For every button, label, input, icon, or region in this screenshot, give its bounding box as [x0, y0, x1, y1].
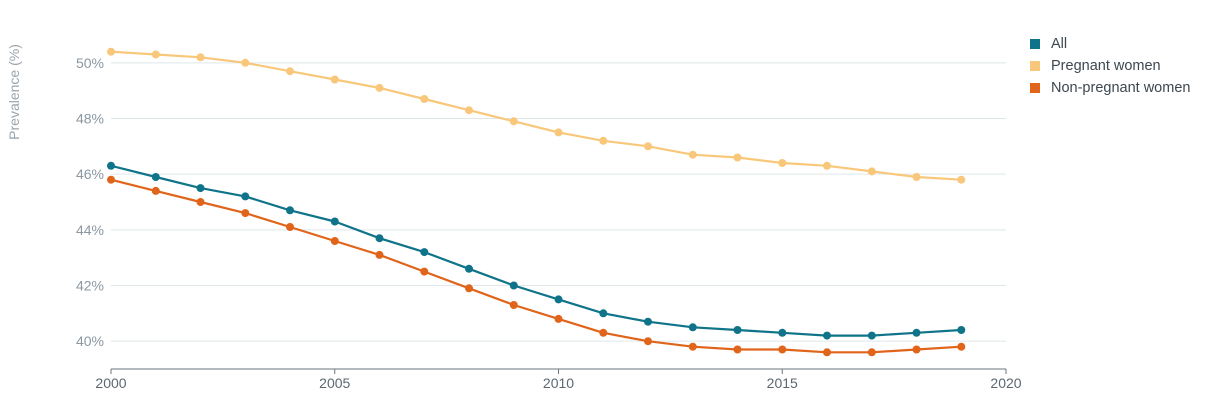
data-point[interactable]	[241, 58, 250, 67]
data-point[interactable]	[151, 173, 160, 181]
data-point[interactable]	[823, 161, 831, 170]
y-tick-label: 46%	[76, 166, 104, 182]
data-point[interactable]	[957, 326, 966, 334]
data-point[interactable]	[778, 328, 787, 337]
data-point[interactable]	[688, 342, 697, 351]
data-point[interactable]	[554, 128, 563, 137]
y-axis-label: Prevalence (%)	[6, 44, 22, 140]
data-point[interactable]	[286, 67, 294, 76]
data-point[interactable]	[733, 326, 742, 334]
data-point[interactable]	[823, 348, 831, 357]
data-point[interactable]	[599, 136, 608, 145]
legend: All Pregnant women Non-pregnant women	[1030, 33, 1190, 99]
data-point[interactable]	[286, 223, 294, 231]
data-point[interactable]	[241, 192, 250, 201]
legend-swatch	[1030, 83, 1040, 93]
data-point[interactable]	[420, 248, 429, 257]
series-points	[107, 47, 966, 357]
legend-label: All	[1051, 36, 1068, 52]
x-tick-label: 2015	[767, 375, 798, 391]
series-line-0	[110, 164, 962, 337]
y-tick-label: 42%	[76, 278, 104, 294]
data-point[interactable]	[957, 175, 966, 184]
y-tick-label: 50%	[76, 55, 104, 71]
data-point[interactable]	[107, 47, 115, 56]
data-point[interactable]	[330, 217, 339, 226]
data-point[interactable]	[375, 234, 384, 243]
data-point[interactable]	[733, 345, 742, 354]
data-point[interactable]	[688, 323, 697, 332]
y-tick-label: 44%	[76, 222, 104, 238]
data-point[interactable]	[912, 345, 921, 354]
data-point[interactable]	[867, 331, 876, 340]
data-point[interactable]	[330, 237, 339, 245]
data-point[interactable]	[778, 159, 787, 167]
data-point[interactable]	[375, 250, 384, 259]
x-tick-label: 2000	[95, 375, 126, 391]
legend-label: Non-pregnant women	[1051, 80, 1191, 96]
legend-item-1[interactable]: Pregnant women	[1030, 55, 1190, 77]
series-lines	[110, 50, 962, 354]
y-axis-ticks: 40% 42% 44% 46% 48% 50%	[76, 55, 104, 349]
legend-swatch	[1030, 61, 1040, 71]
data-point[interactable]	[867, 167, 876, 176]
data-point[interactable]	[107, 161, 115, 170]
data-point[interactable]	[599, 309, 608, 318]
data-point[interactable]	[151, 50, 160, 59]
data-point[interactable]	[823, 331, 831, 340]
data-point[interactable]	[554, 295, 563, 304]
legend-label: Pregnant women	[1051, 58, 1161, 74]
data-point[interactable]	[688, 150, 697, 159]
data-point[interactable]	[151, 186, 160, 195]
series-line-2	[110, 178, 962, 354]
data-point[interactable]	[375, 83, 384, 92]
data-point[interactable]	[912, 173, 921, 181]
x-tick-label: 2020	[990, 375, 1021, 391]
legend-swatch	[1030, 39, 1040, 49]
data-point[interactable]	[330, 75, 339, 84]
y-tick-label: 40%	[76, 333, 104, 349]
data-point[interactable]	[465, 264, 473, 273]
data-point[interactable]	[241, 209, 250, 218]
data-point[interactable]	[196, 198, 205, 206]
data-point[interactable]	[644, 142, 652, 151]
gridlines	[111, 62, 1006, 342]
y-tick-label: 48%	[76, 111, 104, 127]
data-point[interactable]	[867, 348, 876, 357]
data-point[interactable]	[509, 117, 518, 126]
data-point[interactable]	[107, 175, 115, 184]
data-point[interactable]	[286, 206, 294, 215]
data-point[interactable]	[465, 284, 473, 293]
data-point[interactable]	[644, 337, 652, 346]
data-point[interactable]	[599, 328, 608, 337]
data-point[interactable]	[465, 106, 473, 115]
data-point[interactable]	[196, 53, 205, 62]
data-point[interactable]	[420, 267, 429, 276]
x-axis: 2000 2005 2010 2015 2020	[95, 368, 1022, 391]
x-tick-label: 2010	[543, 375, 574, 391]
data-point[interactable]	[420, 95, 429, 103]
legend-item-2[interactable]: Non-pregnant women	[1030, 77, 1190, 99]
data-point[interactable]	[733, 153, 742, 162]
data-point[interactable]	[509, 301, 518, 309]
series-line-1	[110, 50, 962, 181]
data-point[interactable]	[196, 184, 205, 193]
data-point[interactable]	[778, 345, 787, 354]
x-tick-label: 2005	[319, 375, 350, 391]
data-point[interactable]	[554, 314, 563, 323]
data-point[interactable]	[912, 328, 921, 337]
legend-item-0[interactable]: All	[1030, 33, 1190, 55]
data-point[interactable]	[644, 317, 652, 326]
data-point[interactable]	[957, 342, 966, 351]
data-point[interactable]	[509, 281, 518, 290]
